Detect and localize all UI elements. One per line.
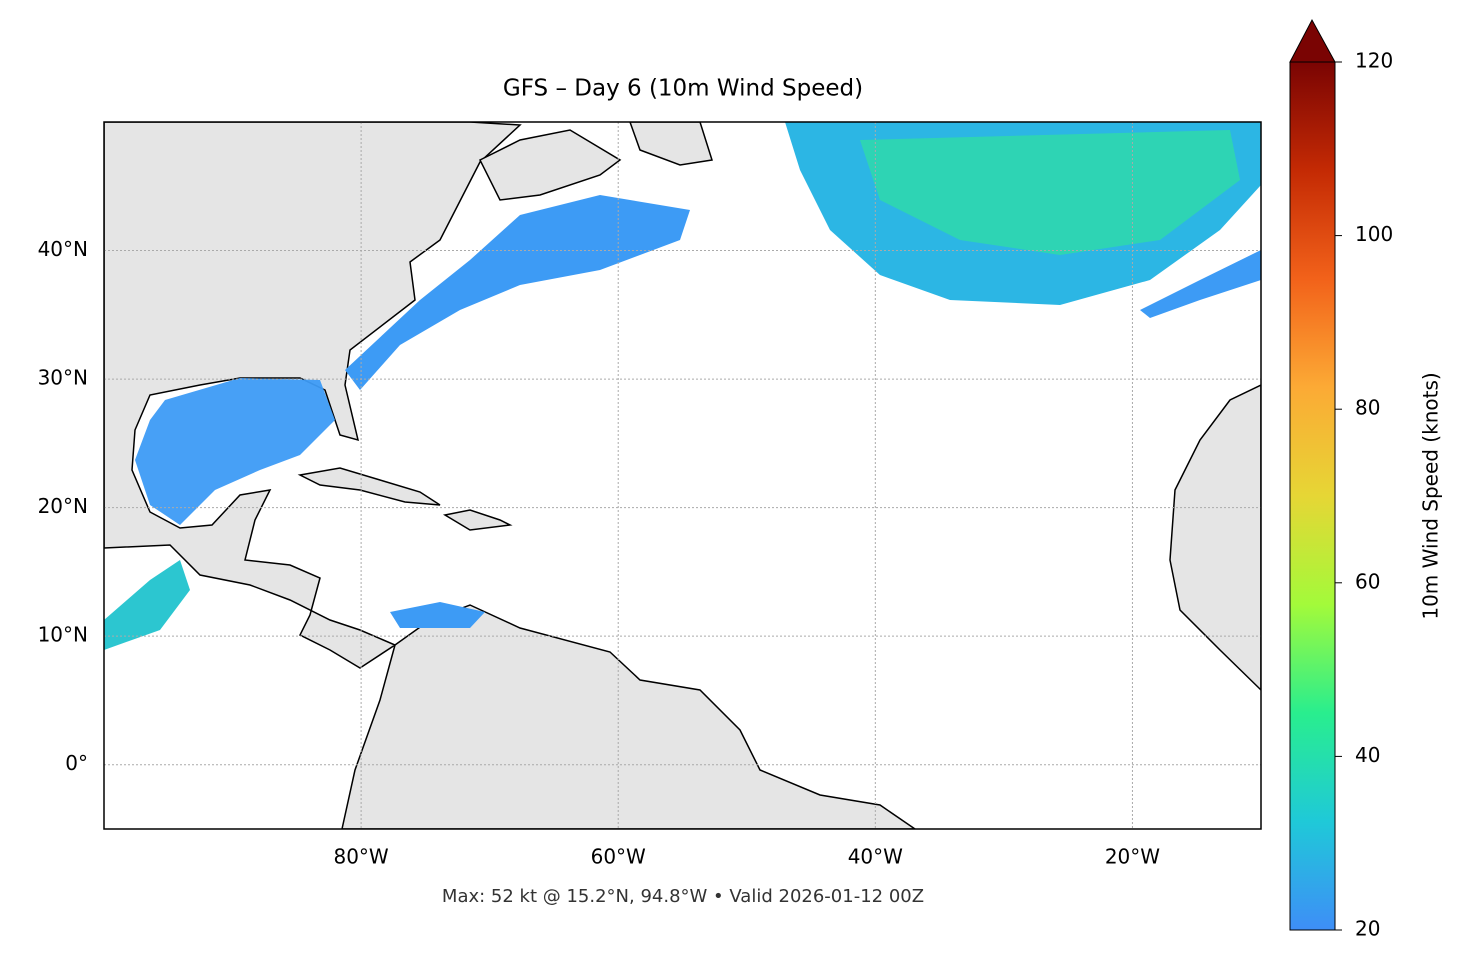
colorbar-tick-label: 120 (1355, 49, 1393, 73)
grid (104, 122, 1261, 829)
x-tick-label: 60°W (591, 845, 646, 869)
wind-field (104, 122, 1261, 650)
colorbar-tick-label: 40 (1355, 743, 1380, 767)
x-tick-label: 40°W (848, 845, 903, 869)
y-tick-label: 20°N (38, 494, 88, 518)
colorbar-tick-label: 20 (1355, 917, 1380, 941)
y-tick-label: 10°N (38, 623, 88, 647)
colorbar-tick-label: 100 (1355, 222, 1393, 246)
y-tick-label: 30°N (38, 366, 88, 390)
land (104, 122, 1261, 829)
footnote: Max: 52 kt @ 15.2°N, 94.8°W • Valid 2026… (442, 886, 924, 907)
x-tick-label: 80°W (333, 845, 388, 869)
colorbar-tick-label: 60 (1355, 569, 1380, 593)
y-tick-label: 40°N (38, 237, 88, 261)
x-tick-label: 20°W (1105, 845, 1160, 869)
map-frame (103, 121, 1262, 830)
chart-title: GFS – Day 6 (10m Wind Speed) (503, 76, 863, 102)
colorbar-tick-label: 80 (1355, 396, 1380, 420)
map-layer (104, 122, 1261, 829)
colorbar-label: 10m Wind Speed (knots) (1419, 372, 1443, 619)
colorbar-extend (1289, 18, 1336, 63)
y-tick-label: 0° (65, 751, 88, 775)
colorbar (1289, 61, 1336, 931)
